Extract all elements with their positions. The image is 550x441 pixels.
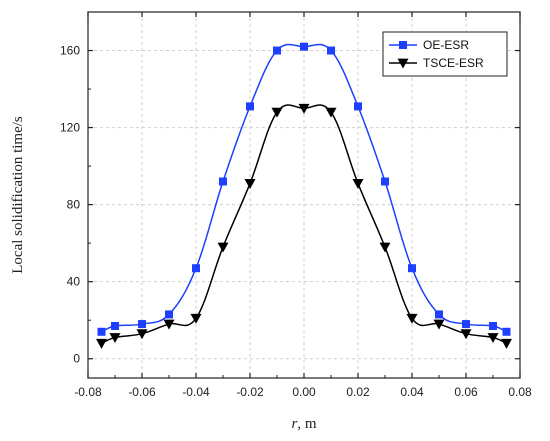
series-layer <box>96 42 512 349</box>
data-point <box>381 177 389 186</box>
data-point <box>271 107 283 118</box>
data-point <box>190 313 202 324</box>
data-point <box>460 329 472 340</box>
data-point <box>246 102 254 111</box>
data-point <box>192 264 200 273</box>
data-point <box>379 242 391 253</box>
data-point <box>501 338 512 349</box>
x-tick-label: -0.06 <box>128 385 156 399</box>
data-point <box>244 179 256 189</box>
data-point <box>96 338 107 349</box>
data-point <box>352 179 364 189</box>
x-tick-label: 0.04 <box>400 385 424 399</box>
data-point <box>138 320 146 329</box>
legend-box <box>382 31 508 77</box>
x-tick-label: -0.08 <box>74 385 102 399</box>
data-point <box>111 321 119 330</box>
legend: OE-ESR TSCE-ESR <box>382 31 508 77</box>
x-tick-label: 0.06 <box>454 385 478 399</box>
y-tick-label: 160 <box>60 44 80 58</box>
series-tsce-esr <box>96 103 512 349</box>
legend-marker <box>399 41 407 49</box>
data-point <box>435 310 443 319</box>
y-tick-label: 120 <box>60 121 80 135</box>
y-axis-title: Local solidification time/s <box>10 116 26 274</box>
x-axis-title: r, m <box>291 416 316 432</box>
x-tick-label: 0.02 <box>346 385 370 399</box>
data-point <box>300 42 308 51</box>
x-axis-title-italic: r <box>291 416 297 432</box>
x-tick-label: -0.02 <box>236 385 264 399</box>
legend-label: TSCE-ESR <box>423 56 484 70</box>
data-point <box>354 102 362 111</box>
data-point <box>273 46 281 55</box>
legend-label: OE-ESR <box>423 38 469 52</box>
x-axis-title-unit: , m <box>297 416 317 432</box>
series-oe-esr <box>97 42 511 336</box>
legend-marker <box>397 58 409 69</box>
data-point <box>163 319 175 330</box>
data-point <box>408 264 416 273</box>
data-point <box>489 321 497 330</box>
data-point <box>165 310 173 319</box>
x-tick-label: 0.00 <box>292 385 316 399</box>
axis-ticks: 0 40 80 120 160 -0.08 -0.06 -0.04 -0.02 0.00 0.02 0… <box>60 12 532 399</box>
data-point <box>327 46 335 55</box>
y-tick-label: 0 <box>73 352 80 366</box>
data-point <box>406 313 418 324</box>
x-tick-label: -0.04 <box>182 385 210 399</box>
legend-item: OE-ESR <box>389 38 469 52</box>
data-point <box>136 329 148 340</box>
data-point <box>298 103 310 114</box>
legend-item: TSCE-ESR <box>389 56 484 70</box>
y-tick-label: 40 <box>67 275 81 289</box>
data-point <box>487 333 499 344</box>
data-point <box>109 333 121 344</box>
data-point <box>325 107 337 118</box>
data-point <box>462 320 470 329</box>
data-point <box>219 177 227 186</box>
data-point <box>217 242 229 253</box>
data-point <box>97 327 106 336</box>
x-tick-label: 0.08 <box>508 385 532 399</box>
data-point <box>502 327 511 336</box>
data-point <box>433 319 445 330</box>
y-tick-label: 80 <box>67 198 81 212</box>
